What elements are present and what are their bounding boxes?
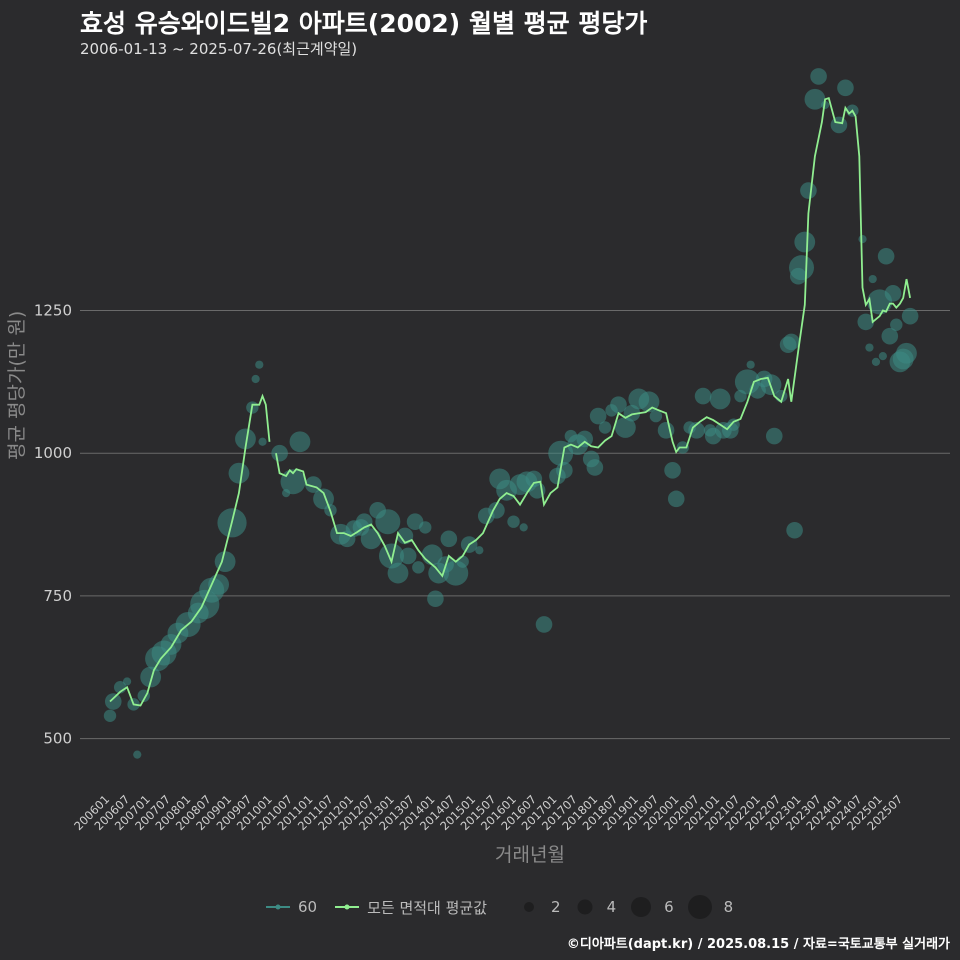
chart-subtitle: 2006-01-13 ~ 2025-07-26(최근계약일) (80, 40, 358, 58)
data-point (667, 490, 685, 508)
data-point (313, 488, 334, 510)
data-point (251, 374, 260, 384)
data-point (868, 274, 877, 284)
data-point (133, 750, 142, 759)
data-point (289, 431, 311, 453)
data-point (865, 343, 874, 352)
chart-title: 효성 유승와이드빌2 아파트(2002) 월별 평균 평당가 (80, 9, 648, 38)
data-points (103, 68, 919, 759)
data-point (375, 509, 401, 535)
data-point (614, 417, 636, 438)
data-point (235, 428, 256, 450)
data-point (519, 523, 528, 532)
data-point (857, 313, 875, 331)
y-tick-label: 500 (43, 730, 72, 748)
legend-size-4-icon (577, 899, 593, 915)
data-point (858, 235, 867, 244)
legend-size-2-icon (524, 902, 535, 912)
data-point (440, 530, 458, 548)
data-point (598, 421, 612, 434)
data-point (709, 388, 731, 410)
data-point (122, 677, 132, 686)
legend-size-6: 6 (664, 898, 674, 916)
legend-size-2: 2 (551, 898, 561, 916)
data-point (104, 693, 122, 710)
data-point (727, 418, 740, 431)
data-point (746, 360, 755, 369)
data-point (871, 357, 881, 366)
data-point (837, 79, 854, 97)
legend-label-60: 60 (298, 898, 318, 916)
legend-size-6-icon (631, 897, 652, 917)
data-point (901, 307, 919, 325)
data-point (800, 182, 817, 199)
data-point (786, 521, 803, 539)
y-tick-label: 1000 (34, 444, 72, 462)
legend-swatch-all (335, 904, 360, 910)
data-point (896, 342, 917, 364)
data-point (507, 515, 520, 528)
data-point (378, 543, 404, 569)
data-point (638, 391, 660, 413)
data-point (794, 231, 816, 253)
y-tick-labels: 500 750 1000 1250 (34, 301, 72, 747)
data-point (878, 352, 887, 361)
data-point (456, 555, 469, 568)
data-point (589, 407, 607, 425)
average-line (109, 96, 911, 707)
grid-lines (80, 309, 950, 740)
data-point (830, 116, 848, 134)
legend: 60 모든 면적대 평균값 2 4 6 8 (266, 893, 745, 921)
data-point (664, 462, 681, 479)
data-point (360, 528, 382, 550)
data-point (427, 590, 444, 608)
data-point (576, 430, 594, 448)
data-point (387, 562, 409, 584)
data-point (535, 616, 553, 633)
legend-item-all: 모든 면적대 평균값 (335, 897, 487, 918)
data-point (103, 709, 117, 722)
data-point (271, 444, 288, 462)
legend-size-8-icon (687, 895, 712, 919)
data-point (804, 88, 826, 110)
data-point (694, 387, 712, 405)
data-point (765, 427, 783, 445)
data-point (586, 459, 604, 476)
data-point (140, 666, 162, 688)
data-point (877, 247, 895, 265)
data-point (890, 318, 903, 331)
y-tick-label: 1250 (34, 301, 72, 319)
data-point (610, 396, 627, 413)
data-point (783, 333, 800, 351)
data-point (258, 437, 267, 446)
y-tick-label: 750 (43, 587, 72, 605)
legend-size-4: 4 (606, 898, 617, 916)
data-point (475, 546, 484, 555)
average-line-segment (275, 96, 911, 578)
data-point (688, 422, 705, 439)
data-point (255, 360, 264, 369)
legend-sizes: 2 4 6 8 (517, 893, 745, 921)
legend-swatch-60 (266, 904, 290, 910)
data-point (789, 255, 815, 281)
credit-text: ©디아파트(dapt.kr) / 2025.08.15 / 자료=국토교통부 실… (566, 937, 950, 952)
data-point (881, 327, 899, 345)
legend-size-8: 8 (723, 898, 734, 916)
legend-label-all: 모든 면적대 평균값 (367, 898, 488, 917)
data-point (228, 462, 250, 484)
data-point (419, 521, 432, 534)
data-point (649, 409, 663, 423)
x-tick-labels: 2006012006072007012007072008012008072009… (71, 792, 905, 833)
data-point (412, 561, 425, 574)
data-point (884, 285, 902, 302)
y-axis-label: 평균 평당가(만 원) (6, 310, 28, 460)
legend-item-60: 60 (266, 898, 317, 916)
data-point (406, 513, 424, 530)
average-line-segment (109, 393, 271, 707)
data-point (396, 527, 414, 545)
x-axis-label: 거래년월 (495, 844, 565, 866)
data-point (810, 68, 827, 85)
data-point (399, 547, 417, 565)
